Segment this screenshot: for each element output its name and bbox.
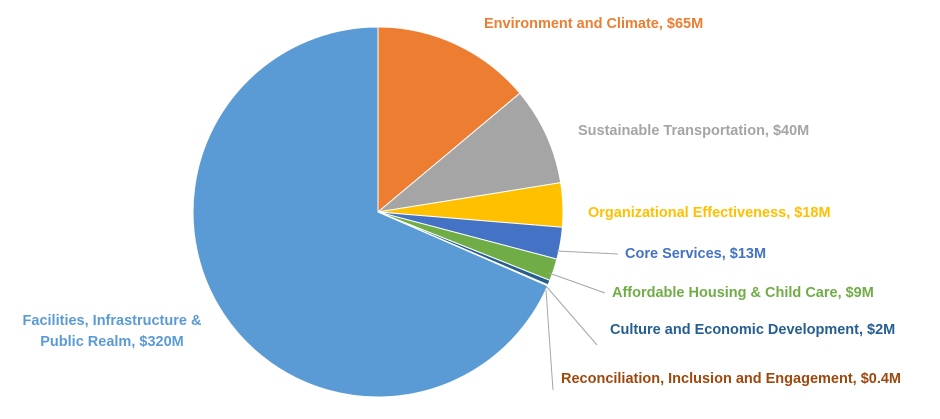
slice-label-line: Public Realm, $320M (40, 334, 183, 350)
slice-label-reconciliation-inclusion-and-engagement: Reconciliation, Inclusion and Engagement… (561, 371, 901, 387)
leader-lines (545, 250, 619, 391)
slice-labels: Environment and Climate, $65M Sustainable… (23, 16, 901, 387)
pie-slices (192, 26, 564, 398)
slice-label-line: Facilities, Infrastructure & (23, 313, 202, 329)
slice-label-core-services: Core Services, $13M (625, 246, 766, 262)
slice-label-environment-and-climate: Environment and Climate, $65M (484, 16, 703, 32)
slice-label-culture-and-economic-development: Culture and Economic Development, $2M (610, 322, 895, 338)
pie-slice-sustainable-transportation (376, 92, 562, 213)
slice-label-affordable-housing-child-care: Affordable Housing & Child Care, $9M (612, 285, 874, 301)
pie-slice-facilities-infrastructure-public-realm (192, 26, 549, 398)
leader-line-core-services (556, 250, 619, 255)
slice-label-sustainable-transportation: Sustainable Transportation, $40M (578, 123, 809, 139)
slice-label-organizational-effectiveness: Organizational Effectiveness, $18M (588, 205, 831, 221)
leader-line-culture-and-economic-development (545, 285, 598, 346)
pie-slice-environment-and-climate (377, 26, 521, 214)
leader-line-reconciliation-inclusion-and-engagement (545, 289, 554, 391)
leader-line-affordable-housing-child-care (548, 272, 606, 294)
slice-label-facilities-infrastructure-public-realm: Facilities, Infrastructure & Public Realm… (23, 313, 202, 350)
